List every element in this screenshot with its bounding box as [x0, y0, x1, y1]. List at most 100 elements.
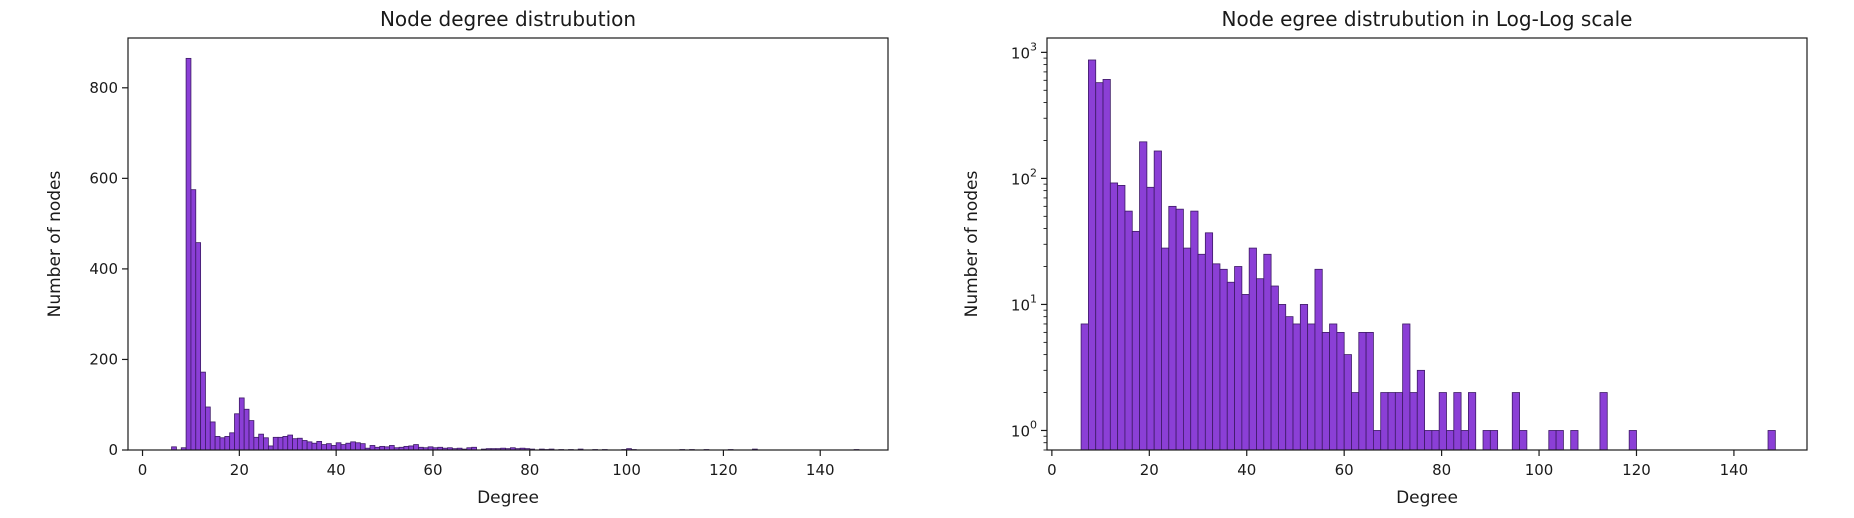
bar-1: [1088, 59, 1097, 451]
bar-43: [1394, 392, 1404, 451]
y-tick-base: 10: [1011, 170, 1030, 188]
bar-63: [1767, 430, 1776, 451]
bar-20: [272, 436, 279, 451]
bar-28: [1285, 316, 1294, 451]
bar-28: [311, 442, 318, 451]
bar-5: [1117, 184, 1126, 451]
bar-35: [1336, 331, 1345, 451]
x-tick-label: 100: [1525, 461, 1554, 479]
bars: [1080, 59, 1776, 451]
bar-14: [243, 408, 250, 451]
bar-23: [1248, 247, 1257, 451]
bar-32: [1314, 268, 1323, 451]
y-tick-label: 800: [89, 79, 118, 97]
bar-2: [1095, 82, 1104, 451]
bar-27: [1278, 304, 1287, 451]
y-tick-exponent: 0: [1030, 418, 1037, 431]
bar-53: [1468, 392, 1477, 451]
bar-6: [1124, 210, 1133, 451]
x-tick-label: 20: [230, 461, 249, 479]
x-tick-label: 20: [1140, 461, 1159, 479]
bar-12: [234, 413, 240, 451]
y-tick-exponent: 1: [1030, 292, 1037, 305]
chart-1: 0 20 40 60 80 100 120 140 0 200 400 600 800 Node degr…: [45, 7, 889, 508]
bar-55: [1489, 430, 1499, 451]
bar-10: [224, 436, 231, 451]
bar-61: [1599, 392, 1608, 451]
bar-29: [316, 440, 323, 451]
bar-37: [355, 442, 361, 451]
bar-10: [1153, 150, 1162, 451]
bar-47: [1424, 430, 1433, 451]
bar-8: [1139, 141, 1148, 451]
bar-5: [200, 371, 206, 451]
bar-9: [219, 437, 226, 451]
y-tick-label: 102: [1011, 166, 1037, 188]
y-tick-base: 10: [1011, 296, 1030, 314]
bar-7: [1131, 230, 1140, 451]
bar-49: [413, 444, 419, 451]
y-tick-label: 600: [89, 169, 118, 187]
bar-11: [1161, 247, 1170, 451]
bar-62: [1628, 430, 1637, 451]
chart-title: Node egree distrubution in Log-Log scale: [1222, 7, 1633, 31]
chart-title: Node degree distrubution: [380, 7, 636, 31]
y-axis-label: Number of nodes: [962, 170, 982, 317]
bar-45: [1409, 392, 1418, 451]
bar-16: [253, 436, 260, 451]
bar-7: [209, 421, 216, 451]
bar-11: [229, 432, 235, 451]
bars: [171, 57, 860, 451]
bar-15: [248, 420, 255, 451]
bar-15: [1190, 210, 1199, 451]
bar-34: [1329, 323, 1338, 451]
bar-48: [1431, 430, 1440, 451]
bar-24: [292, 438, 298, 451]
y-tick-label: 100: [1011, 418, 1037, 440]
bar-9: [1146, 186, 1155, 451]
bar-17: [1204, 232, 1214, 451]
y-tick-base: 10: [1011, 422, 1030, 440]
bar-32: [330, 445, 337, 451]
bar-18: [1212, 263, 1221, 451]
bar-54: [1482, 430, 1491, 451]
y-tick-base: 10: [1011, 44, 1030, 62]
bar-25: [1263, 253, 1272, 451]
bar-59: [1555, 430, 1564, 451]
bar-20: [1226, 281, 1235, 451]
bar-0: [1080, 323, 1089, 451]
bar-30: [1299, 304, 1309, 451]
x-tick-label: 120: [1622, 461, 1651, 479]
bar-46: [1416, 369, 1425, 451]
bar-38: [359, 443, 366, 451]
bar-13: [1175, 208, 1184, 451]
bar-27: [306, 441, 313, 451]
bar-30: [321, 444, 327, 451]
x-tick-label: 0: [1047, 461, 1057, 479]
bar-4: [195, 242, 202, 451]
bar-14: [1183, 247, 1192, 451]
x-tick-label: 40: [1237, 461, 1256, 479]
bar-42: [1387, 392, 1396, 451]
bar-6: [205, 406, 211, 451]
y-tick-label: 200: [89, 350, 118, 368]
y-tick-label: 400: [89, 260, 118, 278]
y-tick-label: 101: [1011, 292, 1037, 314]
bar-8: [214, 436, 221, 451]
bar-36: [1343, 354, 1352, 451]
bar-25: [297, 437, 303, 451]
bar-21: [1234, 266, 1243, 451]
y-axis-label: Number of nodes: [45, 170, 65, 317]
bar-12: [1168, 205, 1177, 451]
bar-3: [190, 189, 197, 451]
bar-52: [1460, 430, 1469, 451]
bar-21: [277, 436, 284, 451]
bar-31: [1307, 323, 1316, 451]
y-tick-exponent: 2: [1030, 166, 1037, 179]
bar-13: [238, 397, 245, 451]
bar-38: [1358, 331, 1367, 451]
bar-34: [340, 444, 347, 451]
bar-60: [1570, 430, 1579, 451]
x-axis-label: Degree: [1396, 488, 1458, 508]
